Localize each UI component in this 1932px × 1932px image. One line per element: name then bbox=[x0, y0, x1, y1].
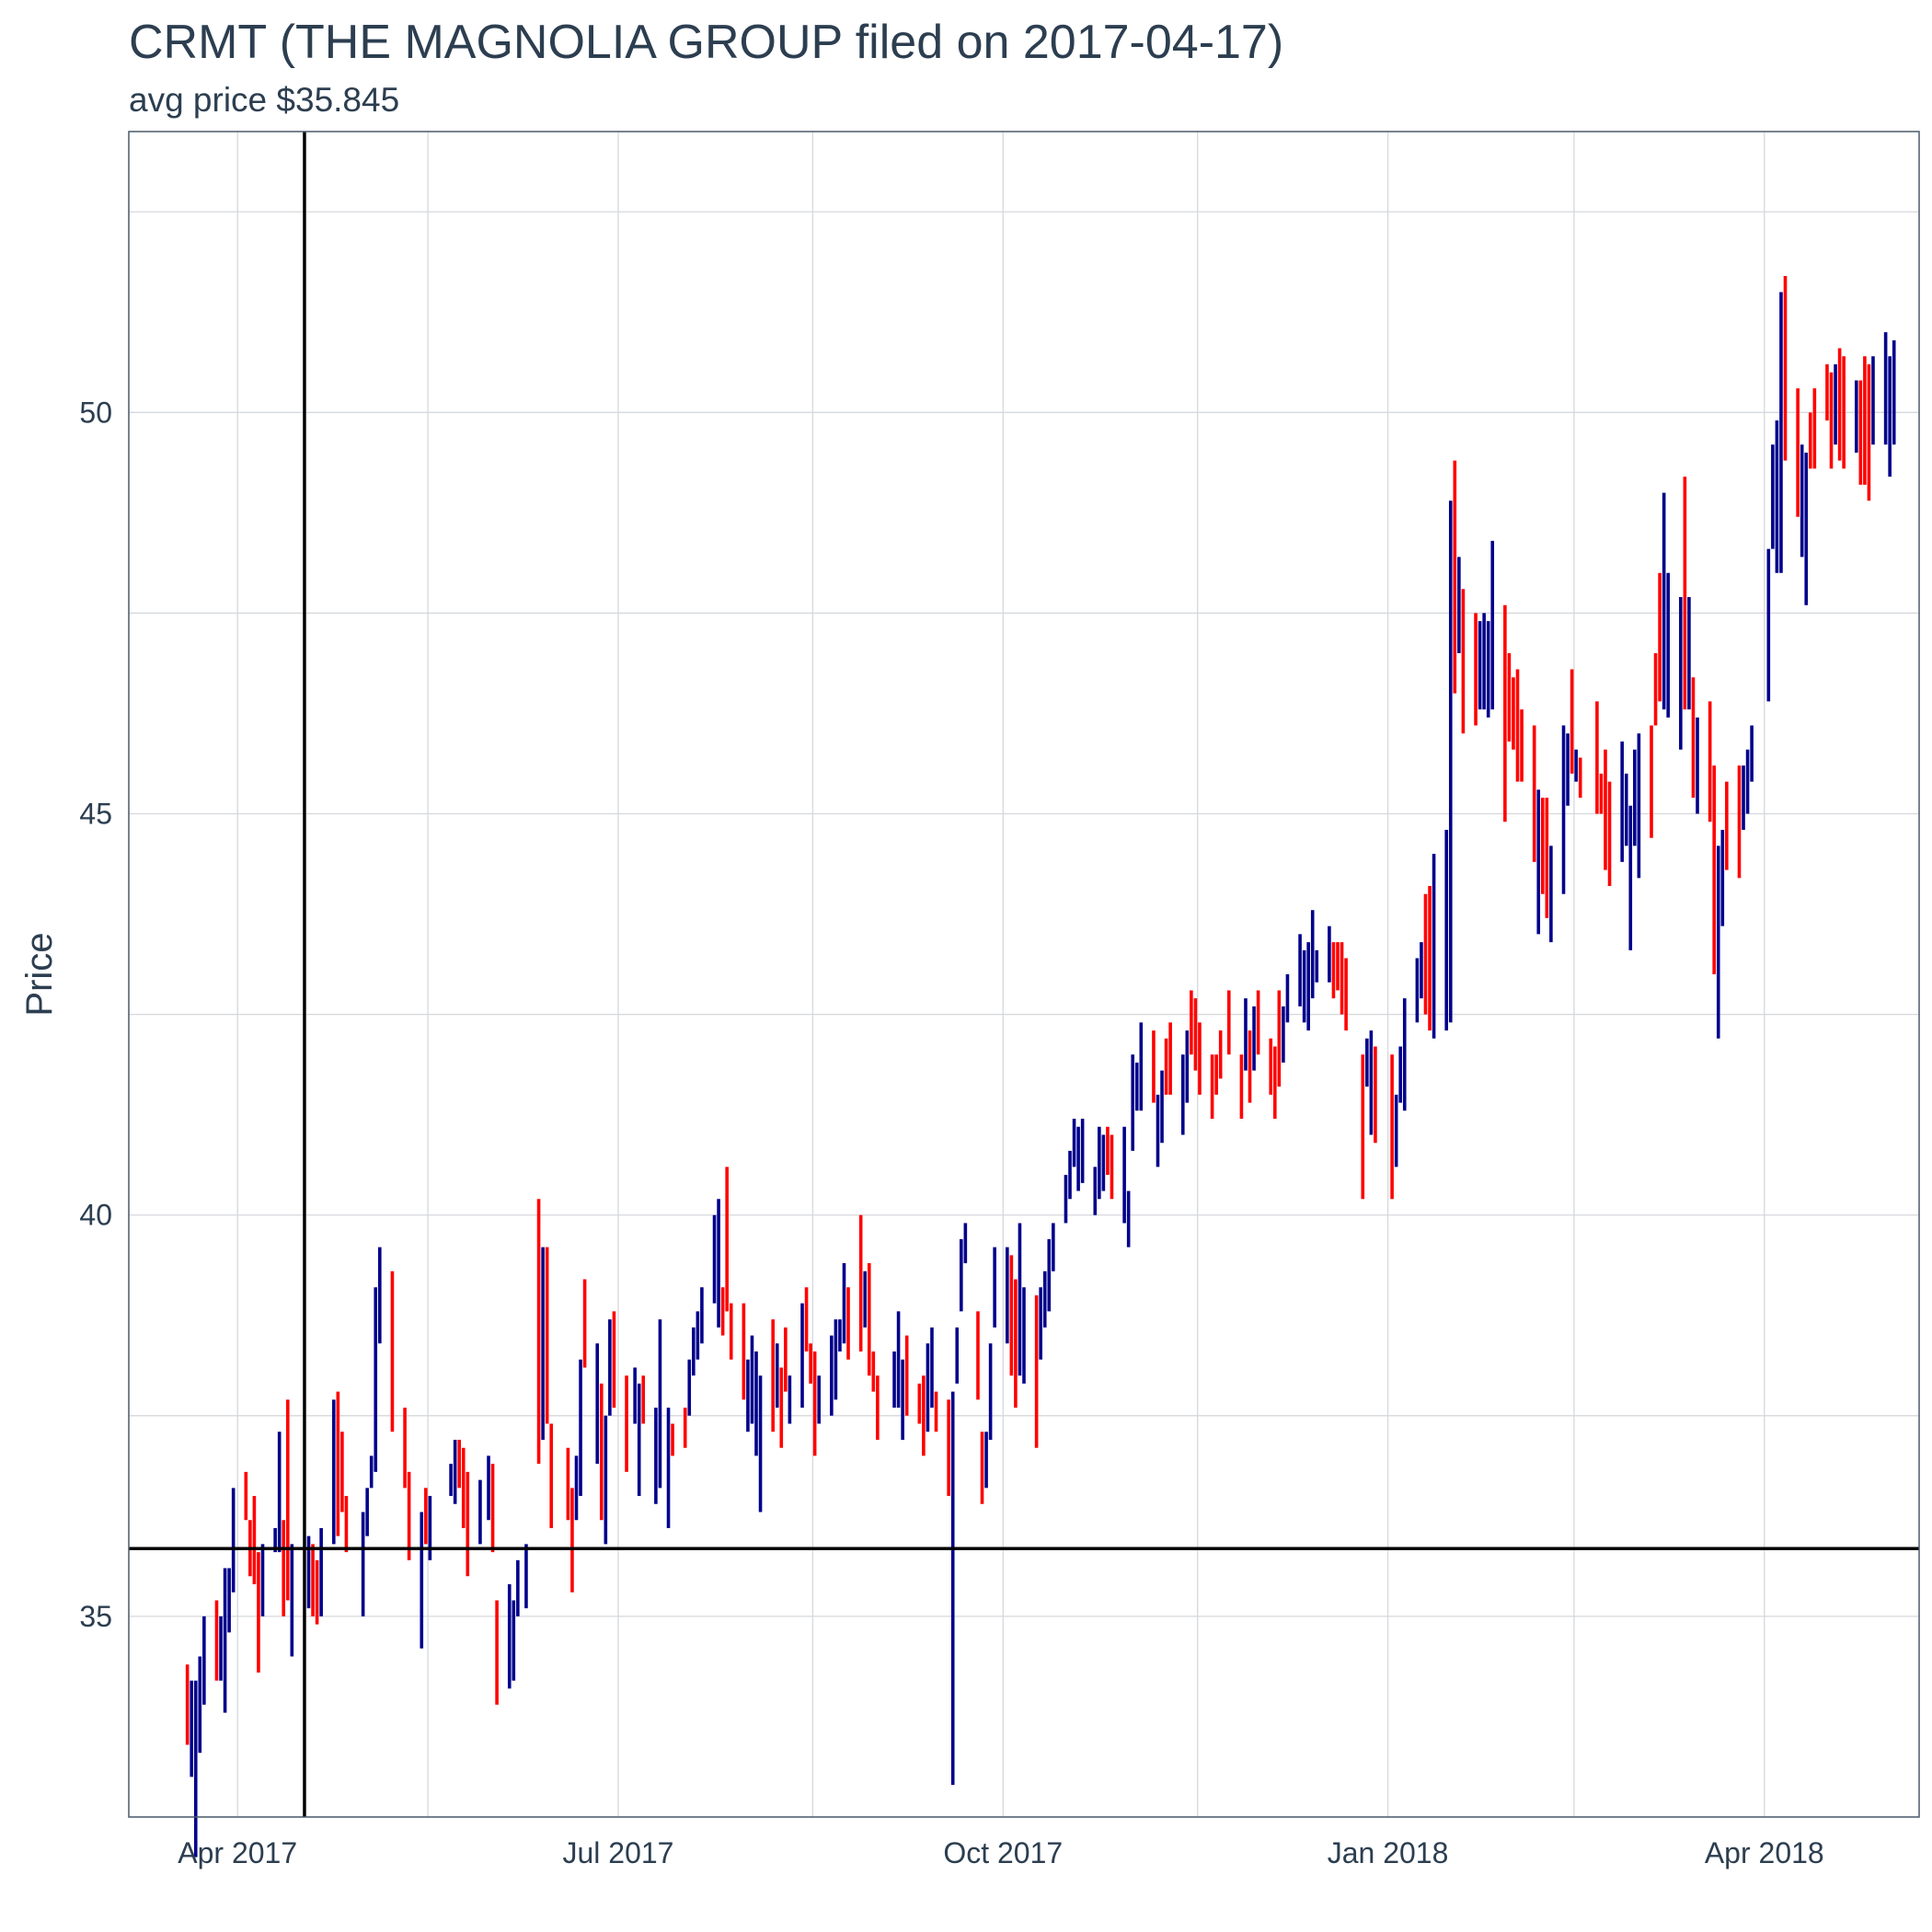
reference-lines bbox=[129, 132, 1919, 1817]
chart-subtitle: avg price $35.845 bbox=[129, 81, 400, 119]
x-tick-label: Apr 2018 bbox=[1705, 1836, 1824, 1869]
y-axis-title: Price bbox=[19, 932, 60, 1016]
chart-title: CRMT (THE MAGNOLIA GROUP filed on 2017-0… bbox=[129, 16, 1284, 69]
y-axis-ticks: 35 40 45 50 bbox=[79, 396, 112, 1633]
x-tick-label: Oct 2017 bbox=[943, 1836, 1063, 1869]
price-bars bbox=[185, 276, 1896, 1857]
x-tick-label: Jul 2017 bbox=[562, 1836, 673, 1869]
plot-frame bbox=[128, 131, 1920, 1818]
y-tick-label: 45 bbox=[79, 798, 112, 831]
y-tick-label: 40 bbox=[79, 1199, 112, 1232]
x-tick-label: Jan 2018 bbox=[1328, 1836, 1449, 1869]
y-tick-label: 35 bbox=[79, 1600, 112, 1633]
x-tick-label: Apr 2017 bbox=[178, 1836, 297, 1869]
grid bbox=[129, 132, 1919, 1818]
x-axis-ticks: Apr 2017 Jul 2017 Oct 2017 Jan 2018 Apr 2018 bbox=[178, 1836, 1823, 1869]
y-tick-label: 50 bbox=[79, 396, 112, 429]
